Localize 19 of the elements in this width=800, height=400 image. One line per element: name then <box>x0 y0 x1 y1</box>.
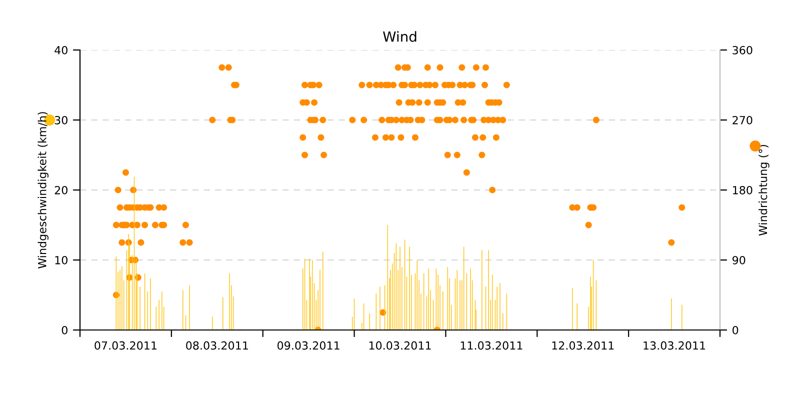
y-tick-label: 10 <box>55 256 68 264</box>
y2-tick-label: 360 <box>732 46 752 54</box>
x-tick-label: 08.03.2011 <box>186 341 248 350</box>
y2-tick-label: 90 <box>732 256 746 264</box>
y-tick-label: 40 <box>54 46 68 54</box>
y2-tick-label: 180 <box>733 186 752 194</box>
y2-tick-label: 0 <box>732 326 738 334</box>
y-tick-label: 30 <box>54 116 68 124</box>
y-axis-title: Windgeschwindigkeit (km/h) <box>38 112 48 268</box>
x-tick-label: 12.03.2011 <box>552 341 614 350</box>
y-tick-label: 20 <box>54 186 68 194</box>
x-tick-label: 11.03.2011 <box>460 341 522 350</box>
x-tick-label: 07.03.2011 <box>94 341 156 350</box>
x-tick-label: 09.03.2011 <box>277 341 340 350</box>
chart-title: Wind <box>383 31 416 42</box>
x-tick-label: 13.03.2011 <box>644 341 706 350</box>
x-tick-label: 10.03.2011 <box>369 341 431 350</box>
y2-tick-label: 270 <box>732 116 752 124</box>
y-tick-label: 0 <box>62 326 68 334</box>
